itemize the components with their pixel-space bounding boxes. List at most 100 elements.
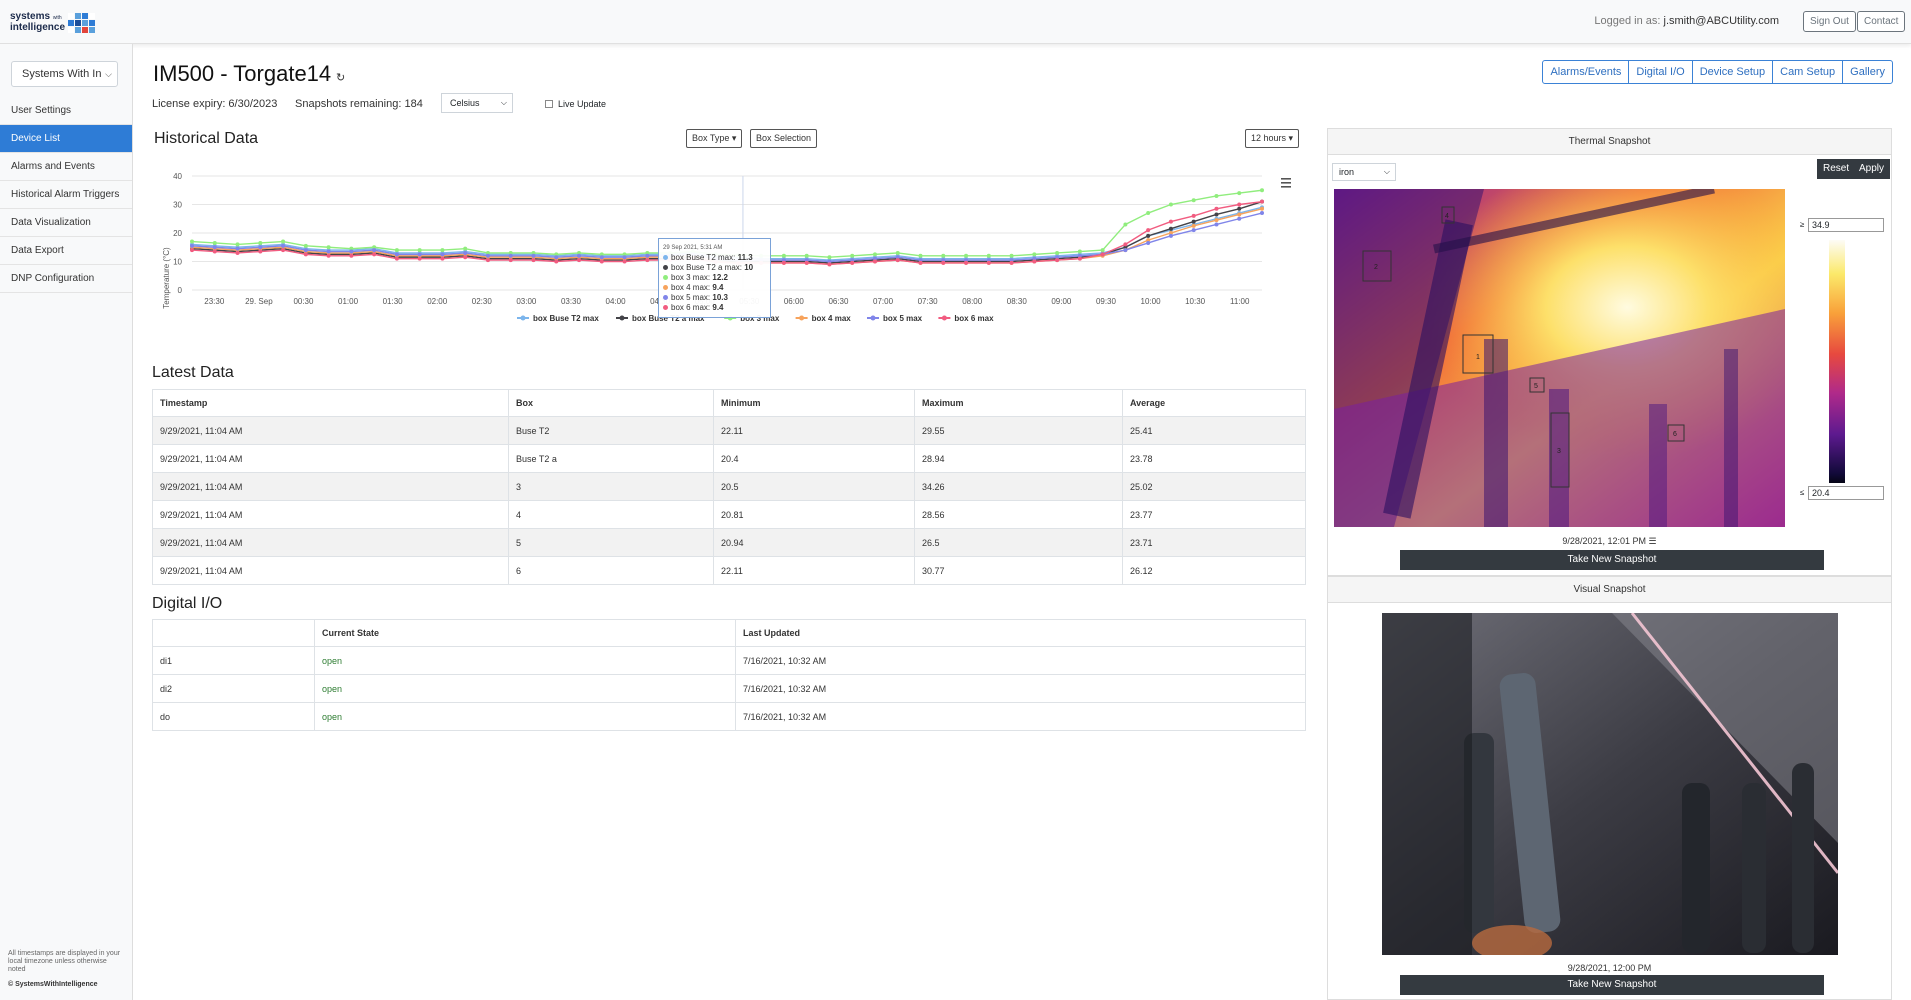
x-tick-label: 09:00 (1051, 297, 1072, 306)
data-point (258, 240, 263, 245)
license-expiry: License expiry: 6/30/2023 (152, 98, 278, 110)
column-header[interactable]: Box (508, 389, 714, 417)
sign-out-button[interactable]: Sign Out (1803, 11, 1856, 32)
data-point (1055, 255, 1060, 260)
series-dot-icon (663, 275, 668, 280)
legend-marker (941, 315, 947, 321)
visual-image[interactable] (1382, 613, 1838, 955)
legend-item[interactable]: box 6 max (938, 314, 994, 323)
data-point (326, 253, 331, 258)
chevron-down-icon: ⌵ (1383, 167, 1390, 176)
historical-data-title: Historical Data (154, 130, 259, 147)
sidebar-item-historical-alarm-triggers[interactable]: Historical Alarm Triggers (0, 181, 132, 209)
x-tick-label: 01:00 (338, 297, 359, 306)
sidebar-item-dnp-configuration[interactable]: DNP Configuration (0, 265, 132, 293)
data-point (1168, 233, 1173, 238)
y-tick-label: 40 (173, 172, 182, 181)
sidebar-item-data-export[interactable]: Data Export (0, 237, 132, 265)
cell: 9/29/2021, 11:04 AM (152, 472, 509, 501)
legend-item[interactable]: box 5 max (867, 314, 923, 323)
data-point (508, 250, 513, 255)
box-selection-button[interactable]: Box Selection (750, 129, 818, 148)
sidebar-item-data-visualization[interactable]: Data Visualization (0, 209, 132, 237)
min-temp-input[interactable]: 20.4 (1808, 486, 1884, 500)
data-point (554, 255, 559, 260)
sidebar-item-alarms-events[interactable]: Alarms and Events (0, 153, 132, 181)
digital-io-table: Current State Last Updated di1 open 7/16/2… (152, 619, 1306, 731)
table-row: 9/29/2021, 11:04 AM 4 20.81 28.56 23.77 (152, 500, 1306, 529)
cell: di2 (152, 674, 315, 703)
data-point (394, 252, 399, 257)
data-point (463, 255, 468, 260)
data-point (190, 243, 194, 248)
tab-gallery[interactable]: Gallery (1842, 60, 1893, 84)
data-point (941, 258, 946, 263)
list-icon[interactable]: ☰ (1648, 536, 1657, 546)
sidebar-item-user-settings[interactable]: User Settings (0, 97, 132, 125)
cell: 7/16/2021, 10:32 AM (735, 702, 1306, 731)
live-update-toggle[interactable]: Live Update (545, 99, 606, 109)
thermal-box-label: 3 (1557, 448, 1561, 455)
live-update-checkbox[interactable] (545, 100, 553, 108)
column-header[interactable]: Minimum (713, 389, 915, 417)
data-point (781, 253, 786, 258)
data-point (1260, 206, 1264, 211)
reset-button[interactable]: Reset (1817, 159, 1856, 179)
data-point (599, 255, 604, 260)
tab-device-setup[interactable]: Device Setup (1691, 60, 1774, 84)
organization-select[interactable]: Systems With In ⌵ (11, 61, 118, 87)
thermal-image[interactable]: 1 2 3 4 5 6 (1334, 189, 1785, 527)
data-point (485, 250, 490, 255)
logged-in-label: Logged in as: (1594, 15, 1661, 27)
data-point (918, 258, 923, 263)
data-point (1123, 248, 1128, 253)
legend-item[interactable]: box 4 max (795, 314, 852, 323)
legend-item[interactable]: box Buse T2 a max (616, 314, 705, 323)
sidebar-item-device-list[interactable]: Device List (0, 125, 132, 153)
column-header[interactable]: Maximum (914, 389, 1123, 417)
time-range-button[interactable]: 12 hours ▾ (1245, 129, 1300, 148)
chart-menu-icon[interactable] (1281, 178, 1291, 188)
latest-data-table: Timestamp Box Minimum Maximum Average 9/… (152, 389, 1306, 585)
logged-in-user: j.smith@ABCUtility.com (1663, 15, 1779, 27)
data-point (804, 258, 809, 263)
box-type-button[interactable]: Box Type ▾ (686, 129, 743, 148)
palette-select[interactable]: iron ⌵ (1332, 163, 1396, 181)
take-thermal-snapshot-button[interactable]: Take New Snapshot (1400, 550, 1824, 570)
unit-select[interactable]: Celsius ⌵ (441, 93, 513, 113)
thermal-image-graphic: 1 2 3 4 5 6 (1334, 189, 1785, 527)
copyright: © SystemsWithIntelligence (8, 981, 98, 988)
unit-select-value: Celsius (450, 98, 480, 108)
tab-digital-io[interactable]: Digital I/O (1628, 60, 1693, 84)
data-point (964, 253, 969, 258)
data-point (1214, 193, 1219, 198)
cell: 29.55 (914, 416, 1123, 445)
data-point (1260, 188, 1264, 193)
palette-select-value: iron (1339, 167, 1355, 177)
y-tick-label: 0 (178, 286, 183, 295)
column-header[interactable]: Average (1122, 389, 1306, 417)
legend-label: box 3 max (740, 314, 780, 323)
max-temp-input[interactable]: 34.9 (1808, 218, 1884, 232)
apply-button[interactable]: Apply (1853, 159, 1891, 179)
tab-cam-setup[interactable]: Cam Setup (1772, 60, 1844, 84)
company-logo[interactable]: systems with intelligence (10, 12, 96, 33)
cell: 9/29/2021, 11:04 AM (152, 444, 509, 473)
take-visual-snapshot-button[interactable]: Take New Snapshot (1400, 975, 1824, 995)
data-point (463, 250, 468, 255)
data-point (531, 250, 536, 255)
contact-button[interactable]: Contact (1857, 11, 1906, 32)
tooltip-time: 29 Sep 2021, 5:31 AM (663, 245, 723, 251)
column-header[interactable]: Timestamp (152, 389, 509, 417)
cell: 9/29/2021, 11:04 AM (152, 528, 509, 557)
x-tick-label: 03:30 (561, 297, 582, 306)
chevron-down-icon: ⌵ (500, 98, 507, 107)
data-point (1123, 242, 1128, 247)
legend-item[interactable]: box Buse T2 max (517, 314, 599, 323)
state-cell: open (314, 674, 736, 703)
thermal-timestamp-text: 9/28/2021, 12:01 PM (1562, 536, 1646, 546)
data-point (577, 253, 582, 258)
column-header: Current State (314, 619, 736, 647)
tab-alarms-events[interactable]: Alarms/Events (1542, 60, 1630, 84)
refresh-icon[interactable]: ↻ (336, 72, 346, 84)
